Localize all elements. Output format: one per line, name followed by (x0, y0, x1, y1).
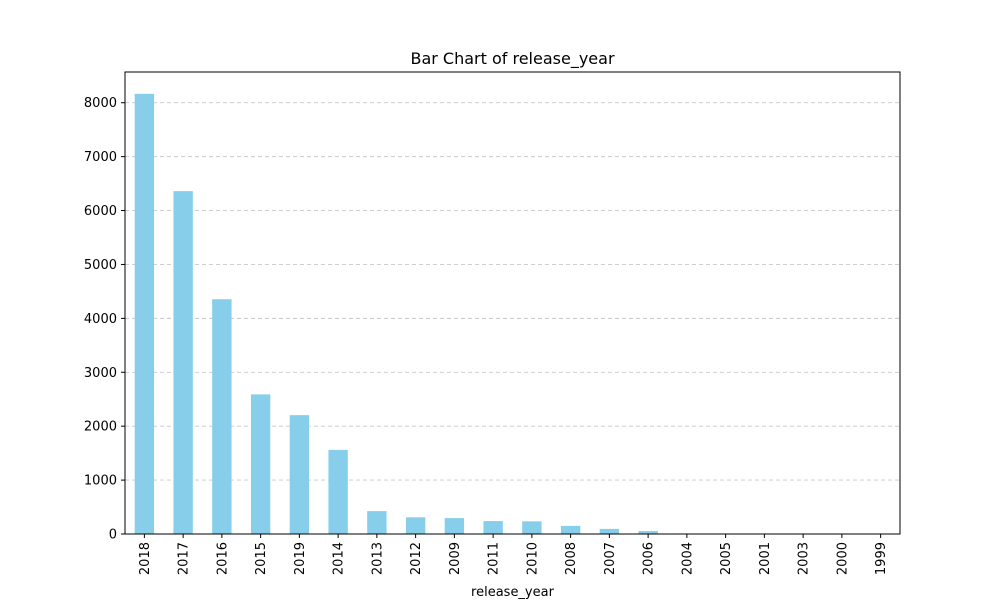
y-tick-label: 7000 (84, 150, 117, 165)
x-tick-label: 2010 (525, 542, 540, 575)
y-tick-label: 2000 (84, 420, 117, 435)
x-tick-label: 2001 (758, 542, 773, 575)
y-tick-label: 3000 (84, 366, 117, 381)
bar-2017 (173, 191, 193, 534)
y-tick-label: 6000 (84, 204, 117, 219)
x-tick-label: 2000 (835, 542, 850, 575)
x-tick-label: 2013 (370, 542, 385, 575)
x-tick-label: 2003 (797, 542, 812, 575)
y-tick-label: 1000 (84, 474, 117, 489)
x-tick-label: 2007 (603, 542, 618, 575)
bar-2016 (212, 299, 232, 534)
x-tick-label: 2011 (487, 542, 502, 575)
bar-2008 (560, 525, 581, 534)
bars (134, 93, 891, 535)
bar-2007 (599, 528, 620, 534)
bar-2012 (405, 517, 426, 534)
grid-lines (125, 102, 900, 535)
bar-2013 (367, 511, 387, 534)
x-tick-label: 2004 (680, 542, 695, 575)
x-tick-label: 2019 (293, 542, 308, 575)
bar-2010 (522, 521, 542, 534)
bar-2015 (250, 394, 271, 534)
x-axis-label: release_year (471, 585, 555, 600)
y-tick-label: 4000 (84, 312, 117, 327)
x-tick-label: 1999 (874, 542, 889, 575)
bar-2011 (483, 521, 503, 534)
y-tick-label: 8000 (84, 96, 117, 111)
y-tick-label: 0 (109, 528, 117, 543)
bar-2009 (444, 518, 465, 534)
bar-2019 (289, 415, 310, 534)
x-tick-label: 2012 (409, 542, 424, 575)
bar-2018 (134, 93, 155, 535)
chart-title: Bar Chart of release_year (410, 49, 614, 69)
x-tick-label: 2006 (642, 542, 657, 575)
x-tick-label: 2008 (564, 542, 579, 575)
x-tick-label: 2014 (332, 542, 347, 575)
x-tick-label: 2015 (254, 542, 269, 575)
x-tick-label: 2016 (215, 542, 230, 575)
x-axis-ticks: 2018 2017 2016 2015 2019 2014 2013 2012 2009 2011… (138, 534, 889, 575)
x-tick-label: 2009 (448, 542, 463, 575)
bar-2006 (638, 531, 658, 534)
plot-area-frame (124, 71, 901, 535)
y-tick-label: 5000 (84, 258, 117, 273)
y-axis-ticks: 0 1000 2000 3000 4000 5000 6000 7000 8000 (84, 96, 125, 543)
bar-2014 (328, 449, 348, 534)
x-tick-label: 2018 (138, 542, 153, 575)
x-tick-label: 2005 (719, 542, 734, 575)
x-tick-label: 2017 (177, 542, 192, 575)
